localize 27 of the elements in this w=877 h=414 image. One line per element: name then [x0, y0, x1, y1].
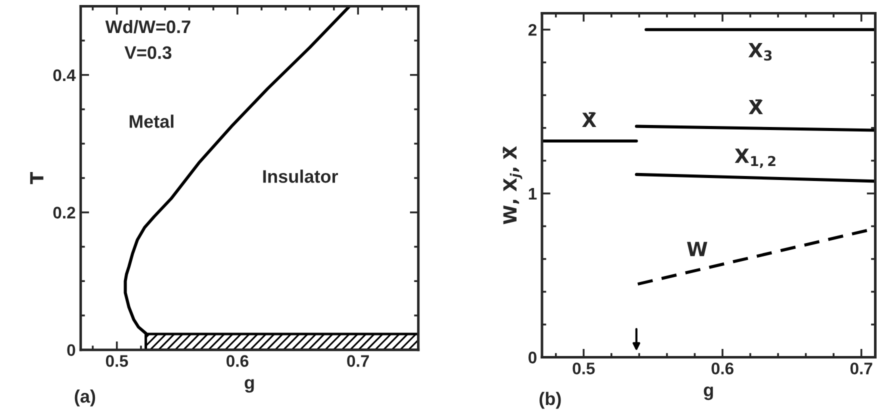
annotation: Insulator: [263, 170, 338, 183]
text: (b): [540, 392, 561, 409]
x-axis-title: g: [704, 386, 713, 400]
y-tick-label: 0.4: [53, 69, 76, 82]
y-axis-title: W, X$_{j}$, X̄: [502, 146, 522, 224]
x-tick-label: 0.7: [850, 362, 872, 374]
x-tick-label: 0.6: [712, 362, 734, 374]
x-axis-title: g: [244, 379, 254, 393]
x-tick-label: 0.5: [106, 355, 128, 367]
series-label: W: [687, 242, 708, 256]
y-tick-label: 0.2: [53, 206, 76, 219]
x-tick-label: 0.7: [347, 355, 369, 367]
series-label: X$_{3}$: [748, 43, 772, 61]
y-tick-label: 0: [67, 344, 76, 356]
series-label: X$_{1,2}$: [734, 148, 776, 168]
y-tick-label: 1: [528, 188, 537, 200]
y-tick-label: 0: [528, 352, 536, 364]
series-label: X̄: [748, 99, 763, 114]
y-tick-label: 2: [528, 24, 536, 36]
annotation: V=0.3: [124, 46, 172, 60]
series-label: X̄: [582, 112, 596, 127]
text: (a): [74, 390, 96, 406]
y-axis-title: T: [30, 172, 44, 184]
x-tick-label: 0.5: [572, 362, 595, 374]
x-tick-label: 0.6: [226, 355, 248, 367]
annotation: Wd/W=0.7: [105, 20, 190, 34]
annotation: Metal: [130, 114, 174, 128]
